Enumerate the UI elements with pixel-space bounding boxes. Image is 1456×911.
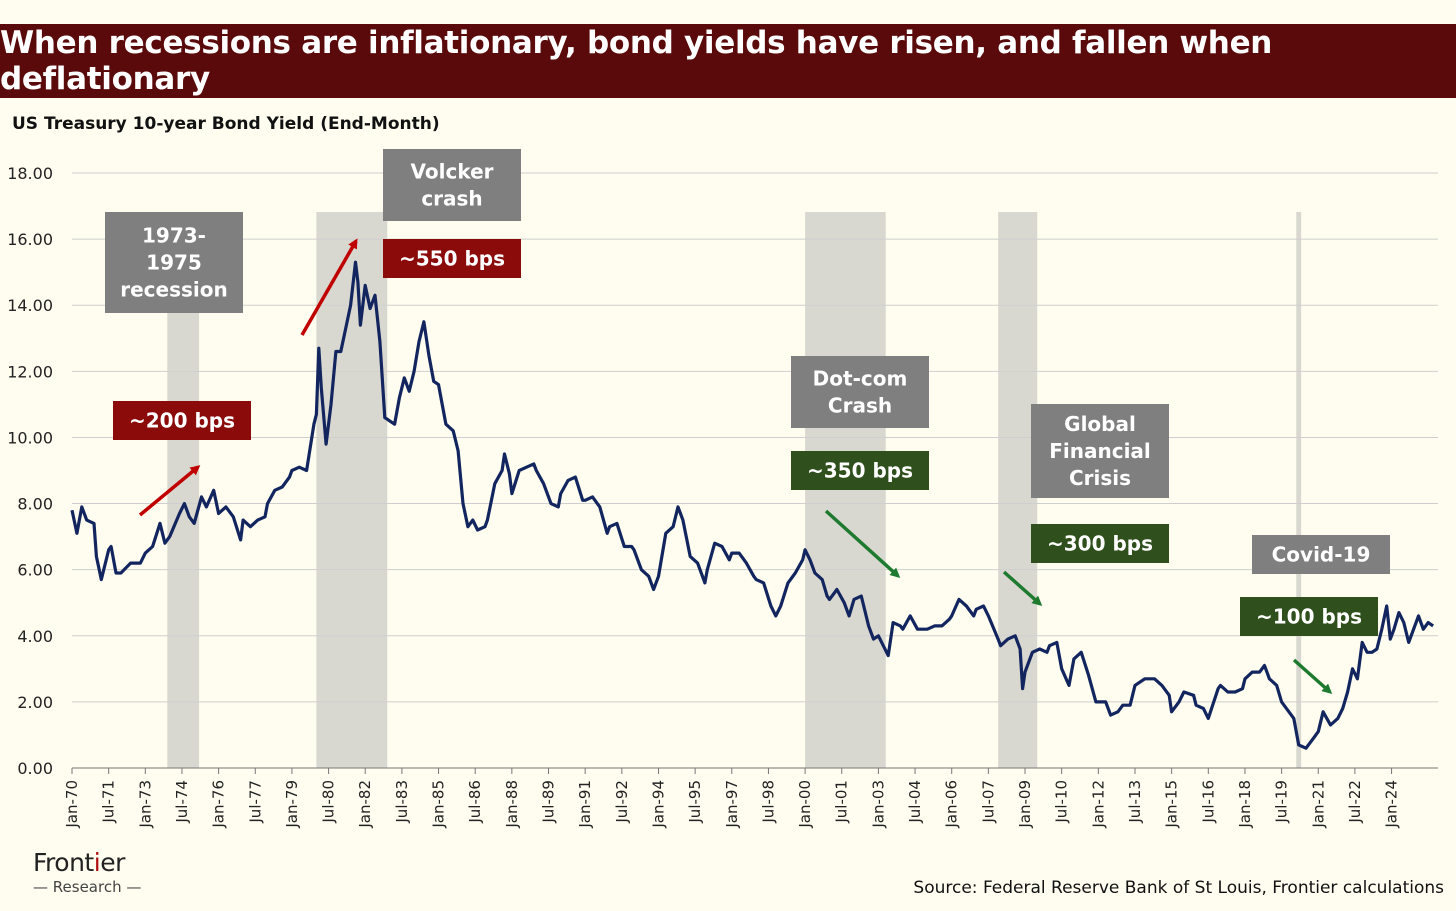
annotation-volcker: Volcker crash (383, 149, 521, 221)
source-note: Source: Federal Reserve Bank of St Louis… (913, 878, 1444, 898)
x-tick-label: Jan-82 (356, 780, 374, 829)
annotation-bps-550: ~550 bps (383, 239, 521, 278)
x-tick-label: Jan-24 (1383, 780, 1401, 829)
x-tick-label: Jul-77 (246, 780, 264, 824)
x-tick-label: Jul-86 (466, 780, 484, 824)
logo-subtitle: — Research — (33, 878, 142, 896)
x-tick-label: Jan-12 (1089, 780, 1107, 829)
annotation-text: Volcker (410, 160, 493, 184)
trend-arrow-0 (138, 465, 201, 517)
x-tick-label: Jul-22 (1346, 780, 1364, 824)
annotation-text: ~300 bps (1047, 532, 1153, 556)
x-tick-label: Jul-13 (1126, 780, 1144, 824)
x-tick-label: Jan-85 (430, 780, 448, 829)
x-tick-label: Jul-89 (540, 780, 558, 824)
y-tick-label: 14.00 (7, 296, 53, 315)
trend-arrow-3 (1002, 570, 1043, 606)
x-tick-label: Jan-91 (576, 780, 594, 829)
annotation-text: ~550 bps (399, 247, 505, 271)
x-tick-label: Jan-70 (63, 780, 81, 829)
annotation-text: 1975 (146, 251, 202, 275)
x-tick-label: Jan-09 (1016, 780, 1034, 829)
series-line (70, 260, 1434, 750)
annotation-text: Financial (1049, 439, 1151, 463)
y-tick-label: 8.00 (17, 495, 53, 514)
x-tick-label: Jul-19 (1273, 780, 1291, 824)
annotation-text: Global (1064, 412, 1136, 436)
recession-band-3 (998, 212, 1038, 768)
y-tick-label: 16.00 (7, 230, 53, 249)
x-tick-label: Jul-83 (393, 780, 411, 824)
x-tick-label: Jul-04 (906, 780, 924, 824)
x-tick-label: Jul-01 (833, 780, 851, 824)
x-tick-label: Jan-97 (723, 780, 741, 829)
x-tick-label: Jan-06 (943, 780, 961, 829)
x-tick-label: Jul-98 (759, 780, 777, 824)
logo-wordmark: Frontier (33, 848, 125, 877)
y-tick-label: 0.00 (17, 759, 53, 778)
annotation-text: 1973- (142, 224, 206, 248)
annotation-text: Crisis (1069, 466, 1131, 490)
annotation-bps-350: ~350 bps (791, 451, 929, 490)
recession-band-4 (1296, 212, 1302, 768)
trend-arrow-4 (1292, 658, 1333, 694)
x-tick-label: Jan-94 (649, 780, 667, 829)
y-tick-label: 4.00 (17, 627, 53, 646)
x-tick-label: Jan-03 (869, 780, 887, 829)
x-tick-label: Jul-10 (1053, 780, 1071, 824)
x-tick-label: Jul-95 (686, 780, 704, 824)
x-tick-label: Jan-76 (210, 780, 228, 829)
y-tick-label: 6.00 (17, 561, 53, 580)
trend-arrow-2 (824, 509, 901, 579)
x-tick-label: Jan-79 (283, 780, 301, 829)
annotation-text: crash (421, 187, 482, 211)
annotation-text: Covid-19 (1272, 543, 1371, 567)
annotation-bps-300: ~300 bps (1031, 524, 1169, 563)
annotation-rec-1973: 1973- 1975 recession (105, 212, 243, 313)
x-tick-label: Jul-92 (613, 780, 631, 824)
annotation-text: Dot-com (813, 367, 908, 391)
chart-subtitle: US Treasury 10-year Bond Yield (End-Mont… (12, 114, 440, 134)
annotation-text: ~350 bps (807, 459, 913, 483)
annotation-covid: Covid-19 (1252, 535, 1390, 574)
x-tick-label: Jul-80 (320, 780, 338, 824)
chart-title: When recessions are inflationary, bond y… (0, 24, 1456, 98)
x-tick-label: Jul-71 (100, 780, 118, 824)
x-tick-label: Jan-00 (796, 780, 814, 829)
x-tick-label: Jan-88 (503, 780, 521, 829)
x-tick-label: Jan-18 (1236, 780, 1254, 829)
y-tick-label: 10.00 (7, 428, 53, 447)
frontier-logo: Frontier — Research — (33, 848, 141, 896)
x-tick-label: Jul-07 (979, 780, 997, 824)
y-tick-label: 18.00 (7, 164, 53, 183)
annotation-text: recession (120, 278, 228, 302)
trend-arrow-1 (300, 238, 358, 336)
x-tick-label: Jul-74 (173, 780, 191, 824)
x-tick-label: Jan-73 (136, 780, 154, 829)
y-tick-label: 2.00 (17, 693, 53, 712)
annotation-bps-100: ~100 bps (1240, 597, 1378, 636)
x-tick-label: Jan-21 (1309, 780, 1327, 829)
annotation-text: ~100 bps (1256, 605, 1362, 629)
annotation-text: ~200 bps (129, 409, 235, 433)
annotation-bps-200: ~200 bps (113, 401, 251, 440)
annotation-gfc: Global Financial Crisis (1031, 404, 1169, 498)
x-tick-label: Jan-15 (1163, 780, 1181, 829)
y-tick-label: 12.00 (7, 362, 53, 381)
annotation-dotcom: Dot-com Crash (791, 356, 929, 428)
annotation-text: Crash (828, 394, 892, 418)
x-tick-label: Jul-16 (1199, 780, 1217, 824)
